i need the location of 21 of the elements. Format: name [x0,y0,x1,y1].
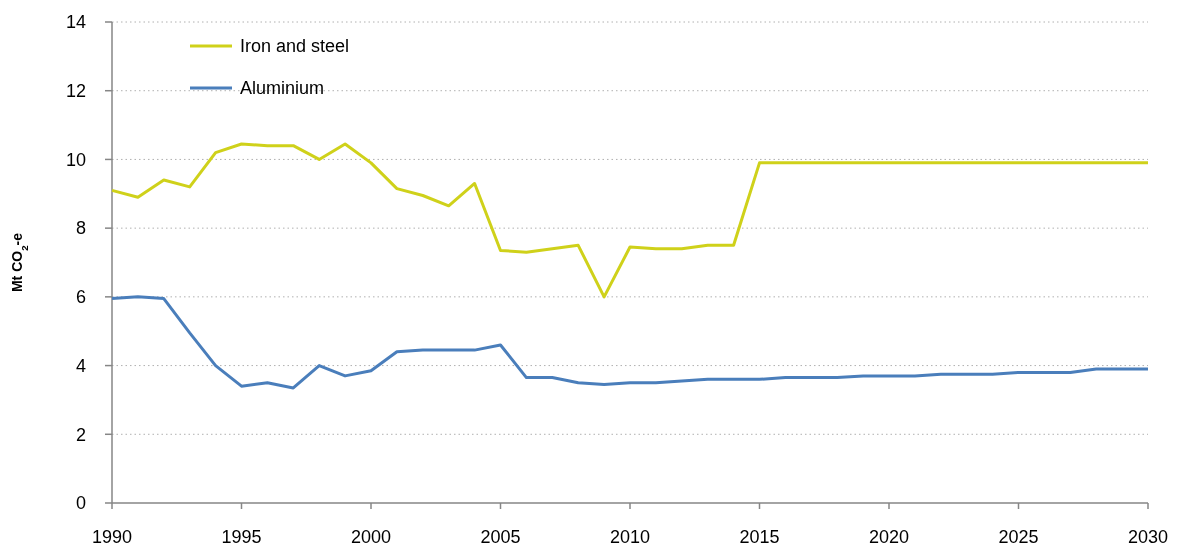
y-tick-label: 10 [65,149,86,170]
y-tick-label: 4 [75,355,86,376]
legend-label: Aluminium [240,78,325,99]
legend-label: Iron and steel [240,36,350,57]
y-tick-label: 12 [65,81,86,102]
x-tick-label: 2020 [868,527,910,547]
x-tick-label: 2030 [1127,527,1169,547]
y-tick-label: 6 [75,287,86,308]
x-tick-label: 1995 [221,527,262,547]
y-tick-label: 8 [75,218,86,239]
y-tick-label: 14 [65,12,86,33]
line-series [110,142,1150,299]
x-tick-label: 2010 [609,527,651,547]
x-tick-label: 2015 [739,527,780,547]
x-tick-label: 2005 [480,527,521,547]
x-tick-label: 1990 [91,527,133,547]
x-tick-label: 2000 [350,527,392,547]
x-tick-label: 2025 [998,527,1039,547]
line-series [110,295,1150,390]
y-tick-label: 2 [75,424,86,445]
y-tick-label: 0 [75,493,86,514]
